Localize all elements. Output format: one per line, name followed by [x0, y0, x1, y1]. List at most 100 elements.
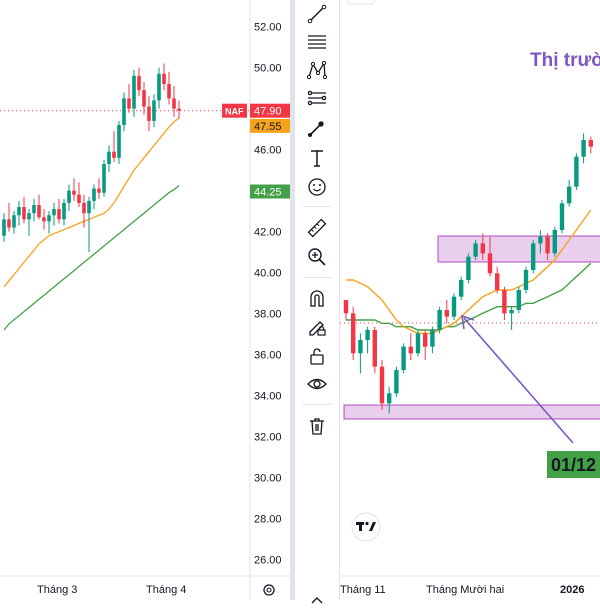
candle-body: [466, 256, 471, 280]
emoji-icon[interactable]: [301, 173, 333, 201]
candle: [343, 300, 349, 320]
candle: [67, 184, 71, 212]
candle: [581, 133, 586, 164]
candle: [459, 276, 464, 300]
candle: [372, 326, 377, 374]
candle-body: [97, 188, 101, 193]
candle-body: [451, 296, 457, 317]
candle-body: [32, 204, 36, 214]
resistance-zone: [437, 235, 600, 263]
eye-icon[interactable]: [301, 370, 333, 398]
candle-body: [27, 213, 31, 220]
candle-body: [365, 330, 370, 340]
candle-body: [372, 330, 377, 367]
candle: [351, 306, 356, 360]
text-icon[interactable]: [301, 144, 333, 172]
candle: [62, 198, 66, 226]
candle: [574, 153, 579, 190]
candle: [107, 145, 111, 173]
candle: [379, 360, 385, 410]
candle-body: [444, 310, 449, 317]
right-price-chart[interactable]: Thị trườ 01/12 Tháng 11 Tháng Mười hai 2026: [340, 0, 600, 600]
candle-body: [62, 202, 66, 220]
candle-body: [487, 253, 493, 274]
brush-icon[interactable]: [301, 114, 333, 142]
support-zone: [343, 404, 600, 420]
candle-body: [502, 290, 507, 314]
y-tick-label: 46.00: [254, 145, 282, 157]
candle: [502, 286, 507, 320]
candle: [509, 306, 514, 330]
price-label-ma-orange: [250, 118, 290, 133]
fib-icon[interactable]: [301, 28, 333, 56]
candle-body: [394, 370, 399, 394]
collapse-button[interactable]: [347, 0, 375, 5]
candle-body: [408, 346, 413, 354]
candle-body: [552, 230, 557, 254]
candle-body: [47, 215, 51, 222]
candle-body: [523, 270, 529, 290]
annotation-arrowhead: [461, 314, 475, 330]
candle: [102, 159, 106, 197]
candle-body: [495, 273, 500, 290]
trash-icon[interactable]: [301, 412, 333, 440]
candle: [466, 253, 471, 284]
x-tick-label: Tháng 11: [340, 584, 386, 596]
candle-body: [167, 84, 171, 99]
lock-drawing-icon[interactable]: [301, 313, 333, 341]
candle-body: [343, 300, 349, 314]
y-tick-label: 50.00: [254, 63, 282, 75]
chevron-up-icon[interactable]: [301, 586, 333, 614]
candle: [147, 96, 151, 132]
candle: [358, 333, 363, 374]
candle-body: [588, 140, 593, 147]
candle-body: [177, 108, 181, 111]
candle: [473, 240, 478, 260]
candle-body: [72, 190, 76, 195]
left-price-chart[interactable]: 52.0050.0048.0046.0044.0042.0040.0038.00…: [0, 0, 290, 600]
candle-body: [82, 202, 86, 214]
ma-orange-line: [3, 117, 180, 288]
candle-body: [2, 219, 6, 236]
candle: [152, 94, 156, 128]
candle: [523, 266, 529, 294]
candle: [559, 200, 565, 234]
pane-divider[interactable]: [290, 0, 295, 600]
candle: [112, 131, 116, 162]
candle-body: [574, 156, 579, 187]
y-tick-label: 42.00: [254, 227, 282, 239]
pattern-icon[interactable]: [301, 56, 333, 84]
trend-line-icon[interactable]: [301, 0, 333, 28]
y-tick-label: 36.00: [254, 350, 282, 362]
candle-body: [567, 186, 572, 204]
candle-body: [401, 346, 406, 370]
magnet-icon[interactable]: [301, 284, 333, 312]
projection-icon[interactable]: [301, 84, 333, 112]
settings-icon[interactable]: [263, 584, 275, 596]
y-tick-label: 52.00: [254, 22, 282, 34]
candle: [401, 343, 406, 374]
ma-green-line: [3, 184, 180, 331]
candle-body: [132, 75, 136, 109]
candle-body: [57, 209, 61, 220]
ruler-icon[interactable]: [301, 214, 333, 242]
candle-body: [77, 194, 81, 203]
candle: [162, 63, 166, 91]
candle-body: [7, 219, 11, 228]
candle-body: [117, 125, 121, 158]
candle: [588, 136, 593, 154]
candle: [27, 209, 31, 236]
candle-body: [545, 236, 550, 254]
annotation-arrow: [463, 317, 574, 444]
zoom-in-icon[interactable]: [301, 243, 333, 271]
annotation-label: 01/12: [551, 455, 596, 475]
symbol-tag: [222, 103, 247, 118]
candle: [177, 100, 181, 119]
candle: [365, 326, 370, 354]
lock-icon[interactable]: [301, 342, 333, 370]
candle: [408, 333, 413, 360]
candle: [7, 202, 11, 232]
candle: [495, 266, 500, 294]
candle: [487, 236, 493, 277]
candle: [37, 194, 41, 220]
